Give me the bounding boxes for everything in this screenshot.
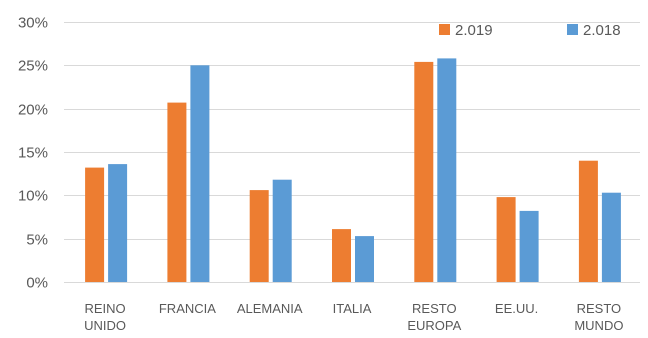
bar-series-2 bbox=[108, 164, 128, 282]
x-category-label: FRANCIA bbox=[159, 301, 216, 316]
x-category-label: EE.UU. bbox=[495, 301, 538, 316]
y-tick-label: 10% bbox=[18, 188, 48, 205]
bar-series-2 bbox=[355, 236, 374, 282]
legend-swatch bbox=[439, 24, 450, 35]
bar-series-1 bbox=[332, 229, 351, 282]
legend-swatch bbox=[567, 24, 578, 35]
bar-series-2 bbox=[272, 179, 292, 282]
bar-series-2 bbox=[190, 65, 210, 282]
x-category-label: REINO UNIDO bbox=[84, 301, 126, 333]
bar-series-1 bbox=[578, 160, 598, 282]
y-tick-label: 20% bbox=[18, 102, 48, 119]
bar-series-1 bbox=[414, 61, 434, 283]
y-tick-label: 5% bbox=[26, 232, 48, 249]
x-axis-category-labels: REINO UNIDO FRANCIA ALEMANIA ITALIA RESTO EURO… bbox=[84, 301, 623, 333]
x-category-label: RESTO EUROPA bbox=[407, 301, 461, 333]
bar-series-2 bbox=[519, 210, 539, 282]
y-tick-label: 30% bbox=[18, 15, 48, 32]
y-tick-label: 15% bbox=[18, 145, 48, 162]
legend-label: 2.019 bbox=[455, 22, 493, 39]
gridlines bbox=[64, 22, 640, 283]
x-category-label: ITALIA bbox=[333, 301, 372, 316]
y-tick-label: 0% bbox=[26, 275, 48, 292]
bar-series-1 bbox=[249, 190, 269, 282]
bar-series-1 bbox=[85, 167, 105, 282]
legend-label: 2.018 bbox=[583, 22, 621, 39]
bar-series-1 bbox=[167, 102, 187, 282]
bar-series-1 bbox=[496, 197, 516, 282]
legend: 2.019 2.018 bbox=[439, 22, 621, 39]
y-axis-tick-labels: 0% 5% 10% 15% 20% 25% 30% bbox=[18, 15, 48, 292]
bar-series-2 bbox=[601, 192, 621, 282]
y-tick-label: 25% bbox=[18, 58, 48, 75]
bar-series-2 bbox=[437, 58, 457, 283]
x-category-label: ALEMANIA bbox=[237, 301, 303, 316]
bars bbox=[85, 58, 621, 283]
x-category-label: RESTO MUNDO bbox=[574, 301, 623, 333]
